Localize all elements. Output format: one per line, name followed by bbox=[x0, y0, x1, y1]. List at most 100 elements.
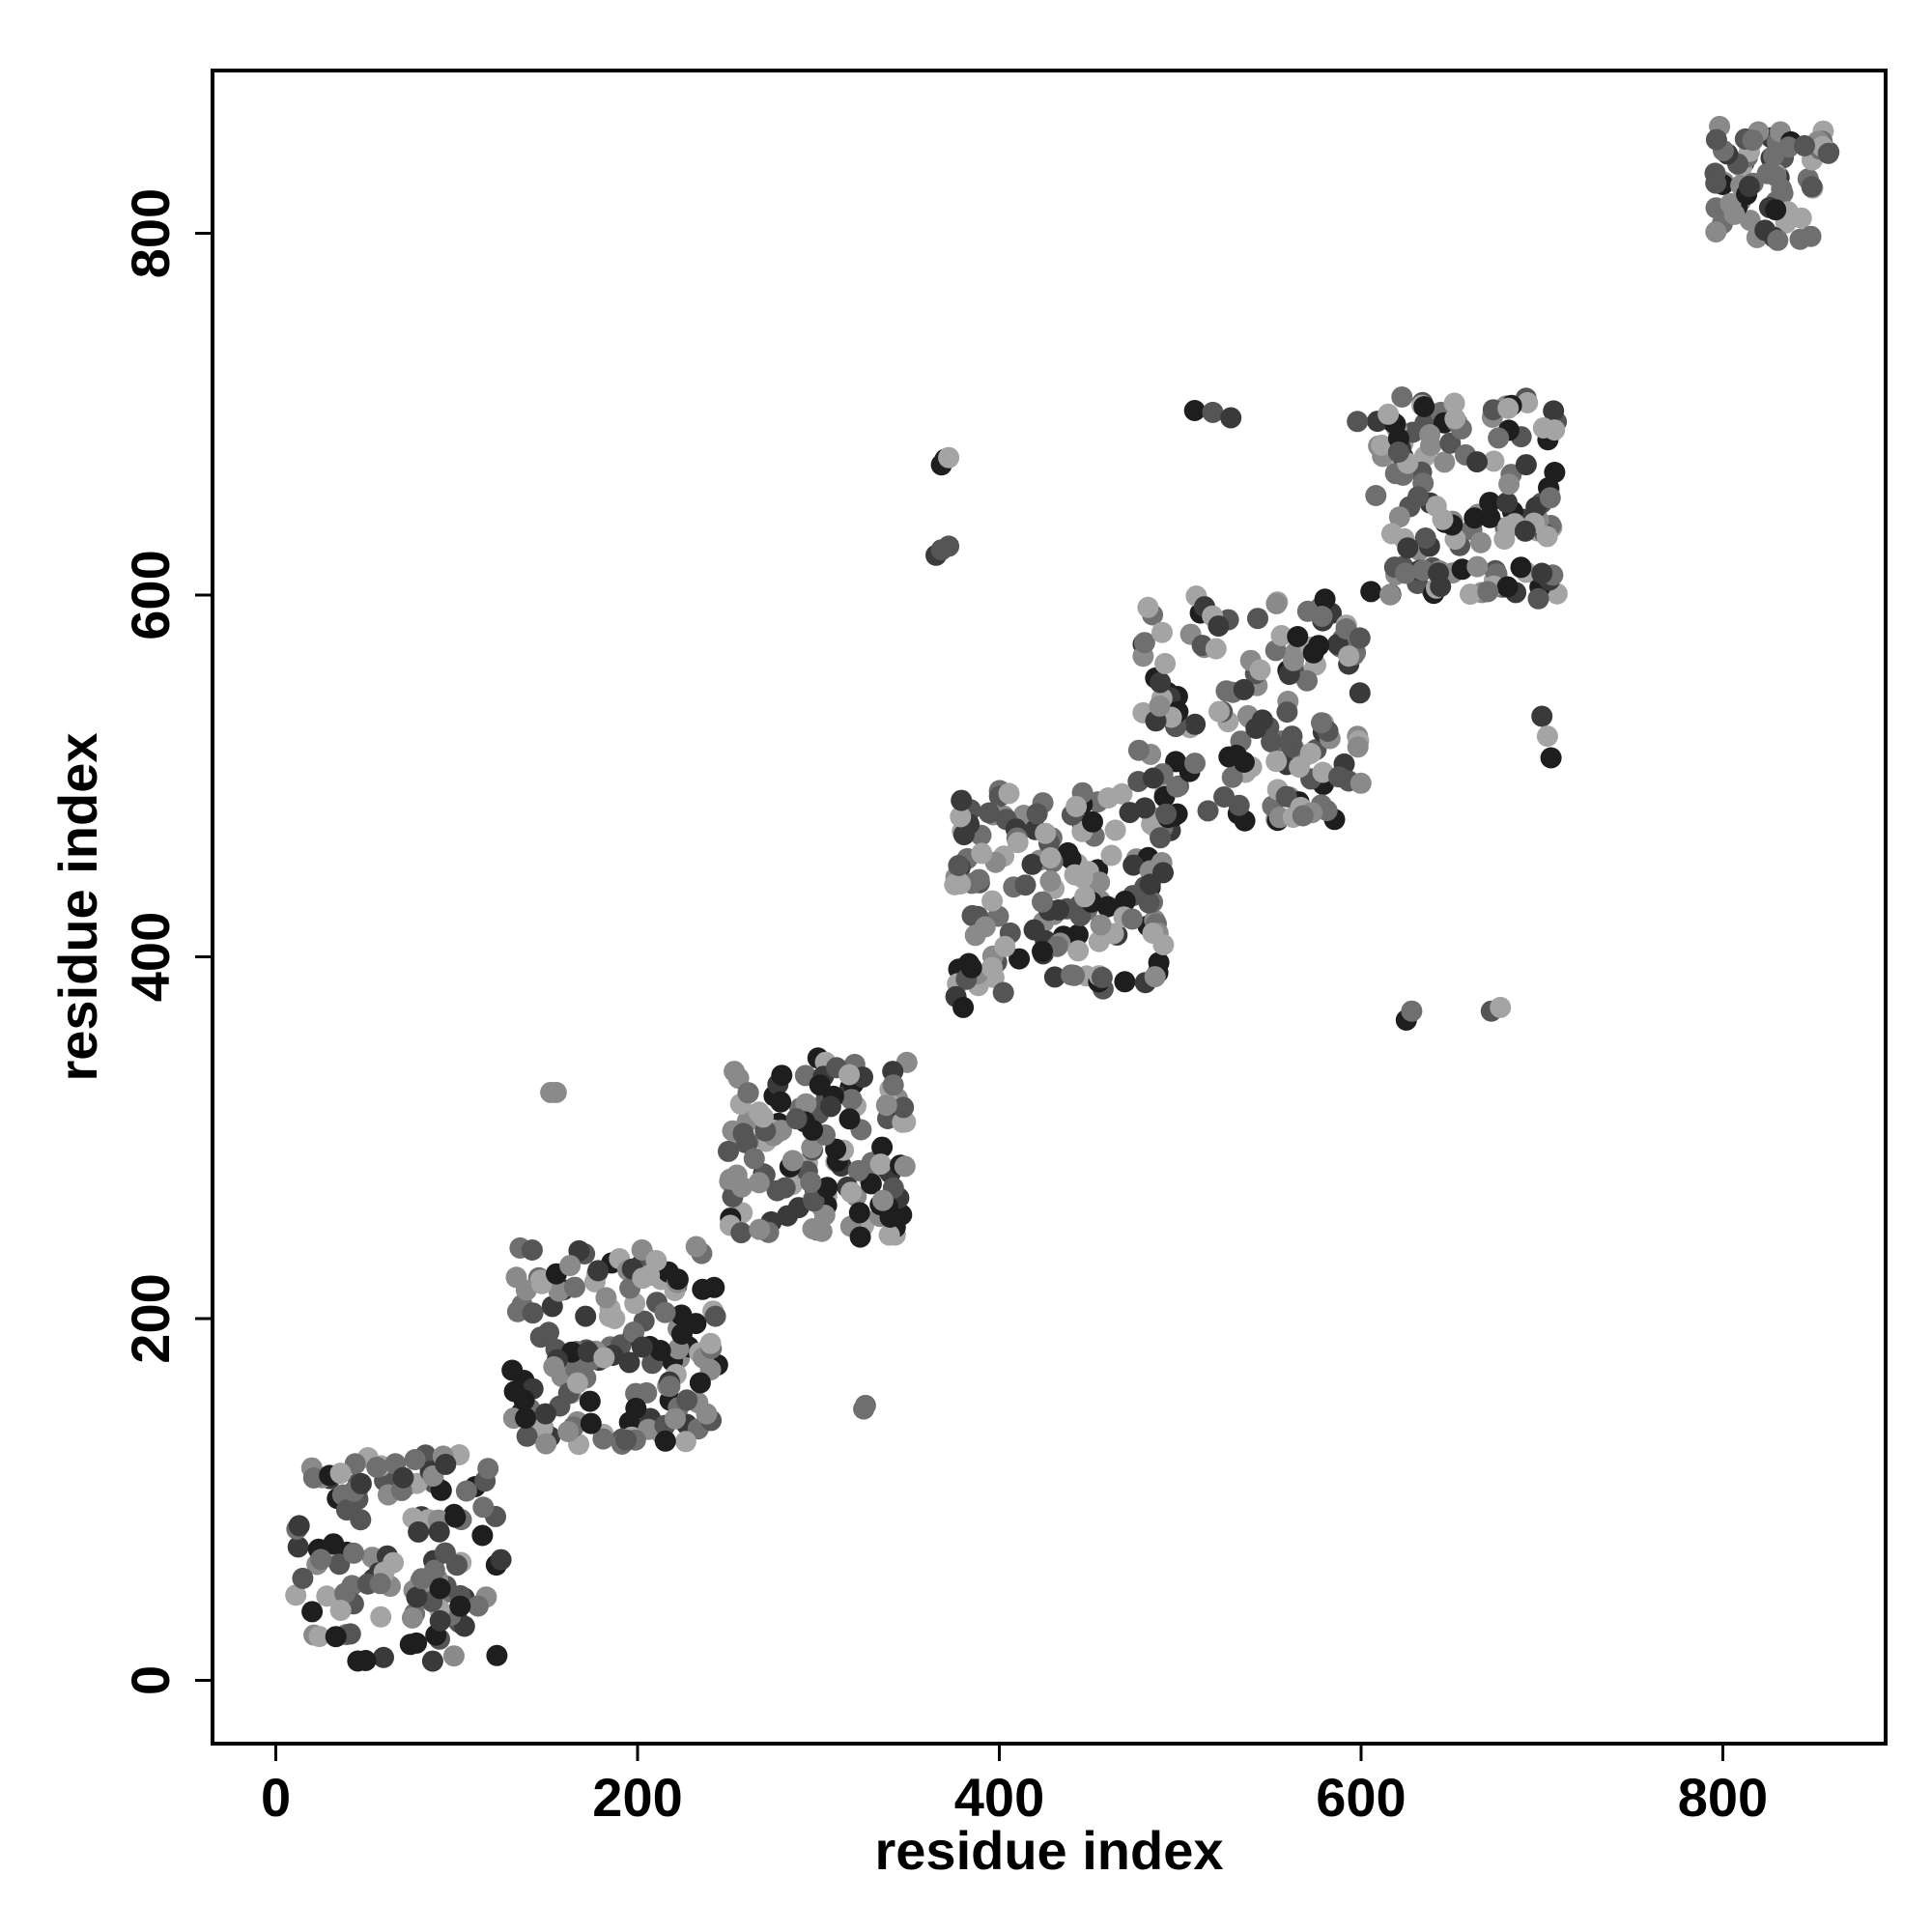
data-point bbox=[595, 1287, 617, 1309]
data-point bbox=[1379, 583, 1402, 606]
data-point bbox=[1104, 819, 1126, 841]
data-point bbox=[938, 446, 960, 469]
data-point bbox=[580, 1412, 602, 1435]
data-point bbox=[749, 1218, 771, 1240]
data-point bbox=[1515, 454, 1537, 476]
data-point bbox=[1091, 966, 1113, 988]
data-point bbox=[676, 1389, 698, 1411]
data-point bbox=[1479, 492, 1501, 514]
data-point bbox=[860, 1173, 882, 1195]
data-point bbox=[1023, 919, 1045, 941]
data-point bbox=[1251, 709, 1273, 731]
data-point bbox=[974, 916, 996, 938]
data-point bbox=[1009, 948, 1031, 970]
data-point bbox=[1360, 581, 1382, 603]
data-point bbox=[1074, 886, 1095, 908]
data-point bbox=[435, 1453, 457, 1475]
data-point bbox=[802, 1218, 824, 1239]
data-point bbox=[428, 1520, 450, 1543]
data-point bbox=[545, 1081, 567, 1103]
data-point bbox=[350, 1472, 372, 1494]
data-point bbox=[429, 1609, 451, 1632]
data-point bbox=[1311, 606, 1333, 627]
data-point bbox=[838, 1064, 861, 1086]
data-point bbox=[994, 935, 1016, 957]
data-point bbox=[1047, 899, 1069, 921]
data-point bbox=[1249, 659, 1271, 681]
data-point bbox=[625, 1397, 647, 1419]
data-point bbox=[659, 1376, 681, 1398]
data-point bbox=[1026, 803, 1048, 825]
data-point bbox=[770, 1091, 792, 1113]
data-point bbox=[1705, 128, 1727, 151]
data-point bbox=[1439, 432, 1462, 454]
data-point bbox=[1122, 908, 1143, 930]
data-point bbox=[981, 956, 1003, 979]
data-point bbox=[486, 1644, 508, 1666]
data-point bbox=[971, 842, 993, 865]
data-point bbox=[1312, 761, 1334, 783]
data-point bbox=[329, 1600, 352, 1621]
data-point bbox=[696, 1403, 718, 1425]
data-point bbox=[894, 1155, 916, 1178]
data-point bbox=[442, 1645, 465, 1667]
data-point bbox=[771, 1065, 793, 1087]
data-point bbox=[743, 1148, 765, 1170]
data-point bbox=[455, 1480, 477, 1502]
data-point bbox=[1488, 427, 1510, 449]
data-point bbox=[1365, 485, 1387, 506]
data-points bbox=[285, 115, 1840, 1672]
data-point bbox=[1794, 134, 1815, 156]
data-point bbox=[292, 1567, 314, 1589]
plot-frame bbox=[211, 69, 1888, 1746]
data-point bbox=[992, 981, 1014, 1004]
data-point bbox=[1097, 787, 1120, 809]
data-point bbox=[785, 1108, 808, 1130]
data-point bbox=[1387, 441, 1409, 463]
data-point bbox=[654, 1430, 676, 1452]
data-point bbox=[1127, 739, 1150, 761]
data-point bbox=[373, 1646, 394, 1668]
y-tick-label: 200 bbox=[120, 1273, 181, 1363]
data-point bbox=[1371, 434, 1393, 456]
data-point bbox=[952, 996, 975, 1018]
data-point bbox=[1536, 526, 1558, 548]
data-point bbox=[587, 1260, 610, 1282]
data-point bbox=[1800, 225, 1822, 247]
y-tick-label: 0 bbox=[120, 1665, 181, 1695]
data-point bbox=[316, 1585, 338, 1607]
data-point bbox=[1114, 971, 1136, 993]
data-point bbox=[401, 1606, 423, 1629]
data-point bbox=[1138, 892, 1160, 914]
data-point bbox=[803, 1190, 825, 1212]
data-point bbox=[1067, 940, 1090, 962]
data-point bbox=[1183, 400, 1206, 421]
data-point bbox=[730, 1222, 753, 1244]
data-point bbox=[1233, 752, 1255, 773]
data-point bbox=[753, 1106, 774, 1128]
data-point bbox=[1233, 678, 1255, 700]
data-point bbox=[1490, 996, 1512, 1018]
data-point bbox=[1134, 797, 1156, 819]
data-point bbox=[718, 1140, 739, 1162]
data-point bbox=[575, 1305, 597, 1327]
data-point bbox=[343, 1542, 365, 1564]
data-point bbox=[737, 1082, 759, 1104]
data-point bbox=[1142, 767, 1164, 789]
data-point bbox=[1281, 725, 1303, 748]
data-point bbox=[1035, 822, 1057, 844]
data-point bbox=[1434, 451, 1456, 473]
y-tick-label: 600 bbox=[120, 550, 181, 639]
data-point bbox=[1208, 615, 1230, 638]
data-point bbox=[1265, 751, 1288, 773]
x-tick-label: 0 bbox=[261, 1767, 291, 1828]
data-point bbox=[1265, 593, 1288, 614]
data-point bbox=[1089, 871, 1111, 894]
data-point bbox=[1061, 964, 1082, 986]
data-point bbox=[515, 1407, 537, 1429]
data-point bbox=[1275, 785, 1297, 808]
data-point bbox=[1817, 142, 1839, 164]
data-point bbox=[404, 1449, 426, 1470]
data-point bbox=[1283, 649, 1304, 671]
data-point bbox=[849, 1226, 871, 1248]
